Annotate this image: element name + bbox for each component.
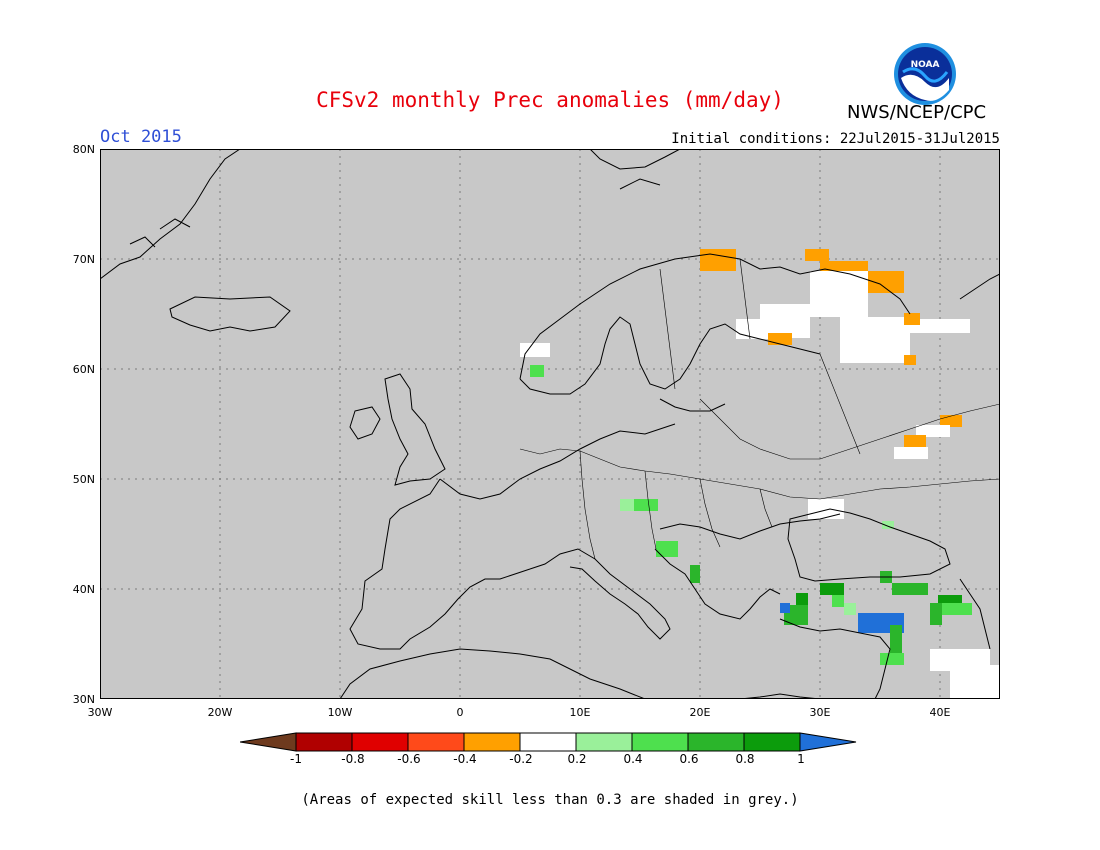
country-borders (519, 258, 1000, 560)
colorbar-label: 0.6 (679, 752, 699, 766)
lat-label-50n: 50N (72, 473, 95, 486)
lat-label-80n: 80N (72, 143, 95, 156)
colorbar-label: 0.2 (567, 752, 587, 766)
organization-label: NWS/NCEP/CPC (847, 102, 987, 123)
colorbar-swatch (519, 732, 577, 752)
colorbar-label: 0.4 (623, 752, 643, 766)
initial-conditions: Initial conditions: 22Jul2015-31Jul2015 (671, 131, 1000, 147)
colorbar-swatch (743, 732, 801, 752)
colorbar-swatch (295, 732, 353, 752)
lon-label-40e: 40E (929, 706, 951, 719)
precipitation-anomaly-map (100, 149, 1000, 699)
colorbar-swatch (463, 732, 521, 752)
colorbar-max-arrow (799, 732, 857, 752)
colorbar-swatch (351, 732, 409, 752)
lat-label-30n: 30N (72, 693, 95, 706)
map-gridlines (100, 149, 1000, 699)
colorbar-label: 1 (797, 752, 805, 766)
lat-label-70n: 70N (72, 253, 95, 266)
colorbar-min-arrow (240, 732, 297, 752)
coastlines (100, 149, 1000, 699)
lon-label-20e: 20E (689, 706, 711, 719)
colorbar-label: -0.2 (509, 752, 533, 766)
noaa-logo: NOAA (894, 43, 956, 105)
lon-label-10w: 10W (327, 706, 353, 719)
colorbar (240, 732, 857, 752)
lat-label-60n: 60N (72, 363, 95, 376)
lat-label-40n: 40N (72, 583, 95, 596)
colorbar-label: 0.8 (735, 752, 755, 766)
colorbar-swatch (407, 732, 465, 752)
colorbar-label: -0.8 (341, 752, 365, 766)
lon-label-30w: 30W (87, 706, 113, 719)
lon-label-10e: 10E (569, 706, 591, 719)
noaa-logo-text: NOAA (911, 60, 940, 70)
lon-label-30e: 30E (809, 706, 831, 719)
colorbar-swatch (575, 732, 633, 752)
colorbar-label: -1 (290, 752, 302, 766)
lon-label-0: 0 (456, 706, 464, 719)
colorbar-swatch (631, 732, 689, 752)
colorbar-label: -0.6 (397, 752, 421, 766)
skill-note: (Areas of expected skill less than 0.3 a… (301, 792, 799, 808)
lon-label-20w: 20W (207, 706, 233, 719)
colorbar-label: -0.4 (453, 752, 477, 766)
colorbar-swatch (687, 732, 745, 752)
forecast-period: Oct 2015 (100, 127, 182, 147)
map-title: CFSv2 monthly Prec anomalies (mm/day) (316, 88, 784, 112)
